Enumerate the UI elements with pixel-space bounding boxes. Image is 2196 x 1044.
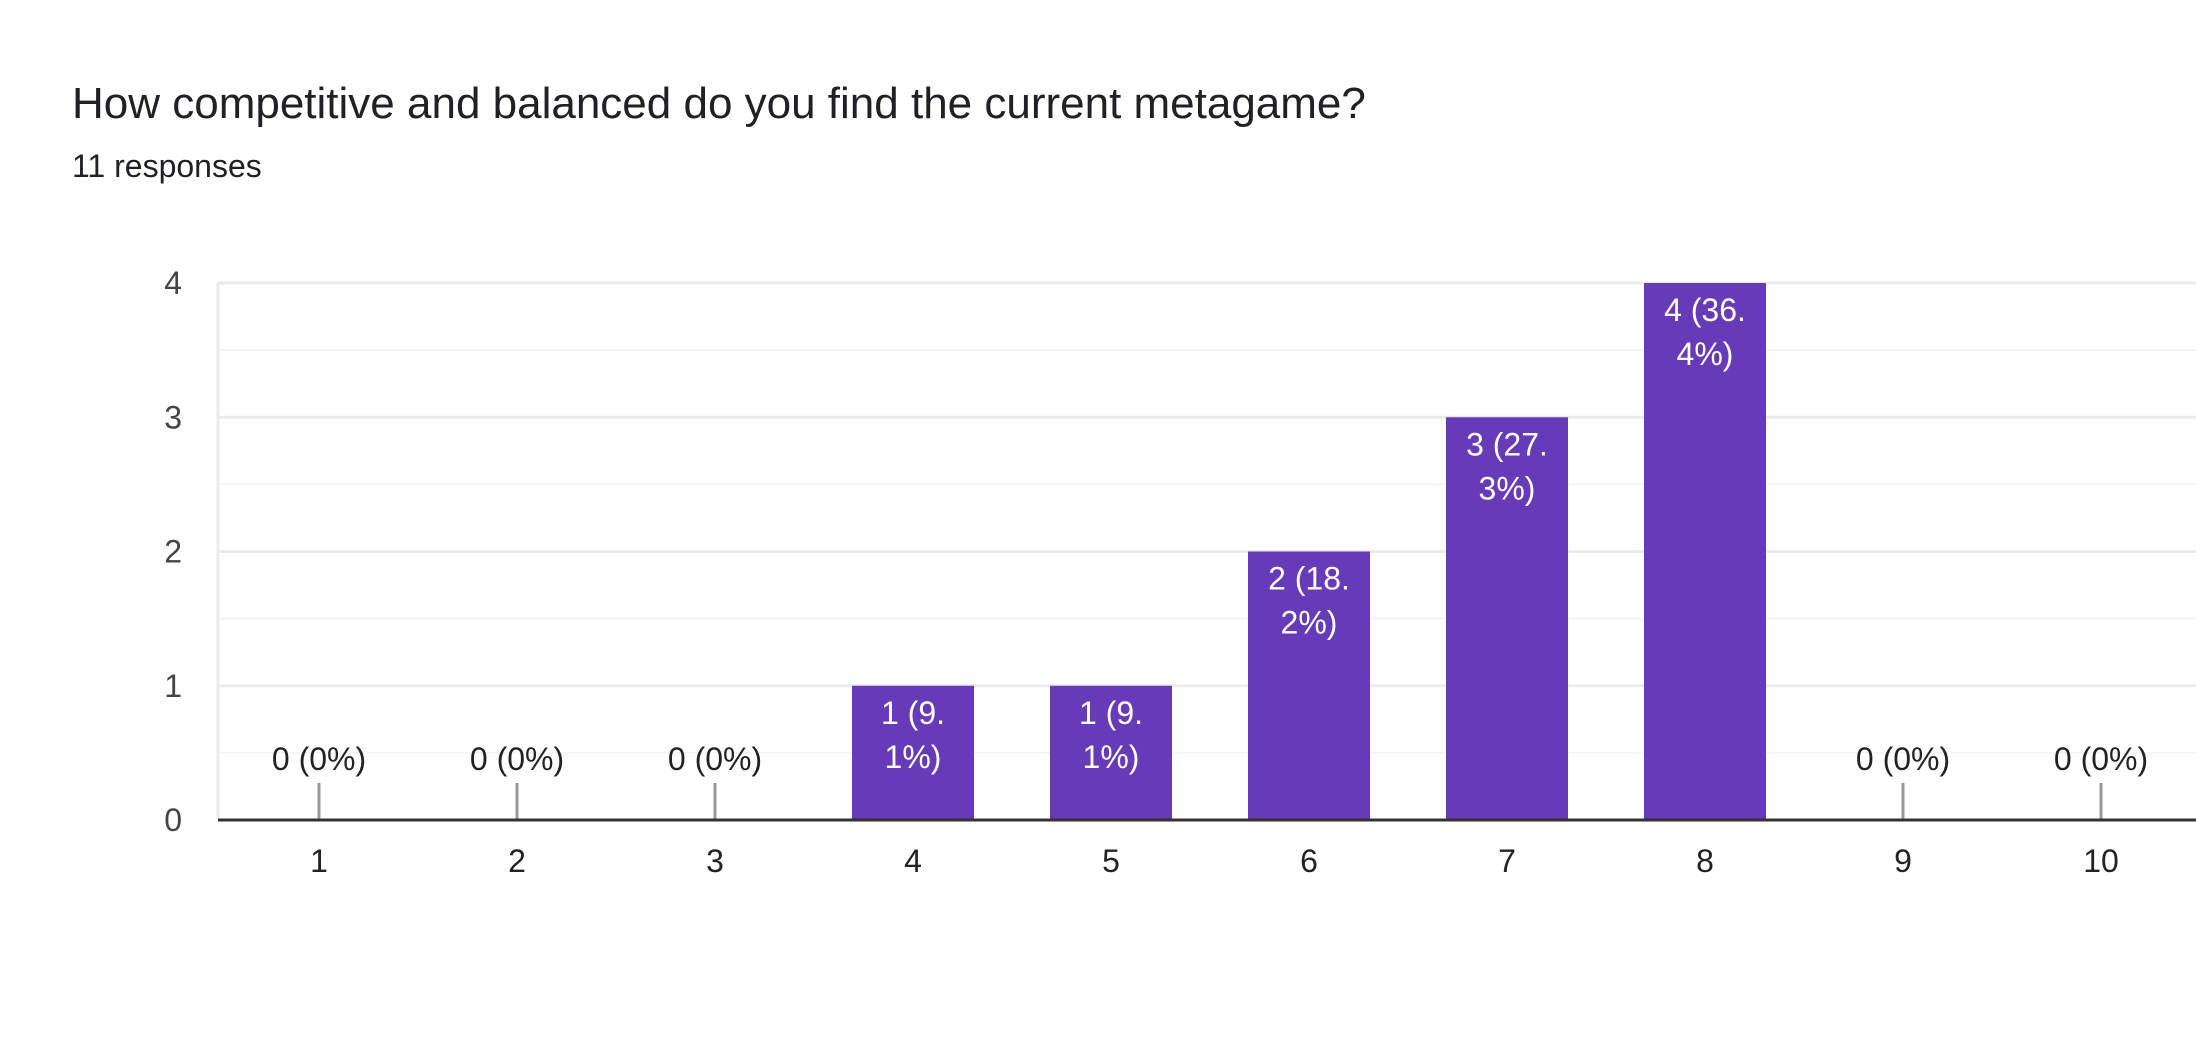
chart-title: How competitive and balanced do you find… <box>72 79 1366 128</box>
data-label: 0 (0%) <box>1856 741 1950 777</box>
bar <box>1050 685 1172 820</box>
x-tick-label: 8 <box>1696 843 1714 879</box>
data-label: 1 (9. <box>881 695 945 731</box>
data-label: 0 (0%) <box>272 741 366 777</box>
x-tick-label: 2 <box>508 843 526 879</box>
bar <box>1446 417 1568 820</box>
bar <box>1644 283 1766 820</box>
data-label: 1 (9. <box>1079 695 1143 731</box>
data-label: 1%) <box>885 739 942 775</box>
y-tick-label: 4 <box>164 265 182 301</box>
data-label: 0 (0%) <box>470 741 564 777</box>
data-label: 3 (27. <box>1466 426 1548 462</box>
x-tick-label: 1 <box>310 843 328 879</box>
data-label: 4 (36. <box>1664 292 1746 328</box>
x-tick-label: 6 <box>1300 843 1318 879</box>
y-tick-label: 1 <box>164 668 182 704</box>
x-tick-label: 7 <box>1498 843 1516 879</box>
x-tick-label: 4 <box>904 843 922 879</box>
x-tick-label: 10 <box>2083 843 2119 879</box>
y-tick-label: 2 <box>164 534 182 570</box>
bar <box>852 685 974 820</box>
data-label: 3%) <box>1479 470 1536 506</box>
x-tick-label: 3 <box>706 843 724 879</box>
bars: 0 (0%) 0 (0%) 0 (0%) 1 (9. 1%) 1 (9. 1%) 2 (18.… <box>272 283 2148 820</box>
x-tick-label: 9 <box>1894 843 1912 879</box>
gridlines <box>216 281 2196 820</box>
data-label: 4%) <box>1677 336 1734 372</box>
response-count: 11 responses <box>72 148 262 184</box>
y-tick-label: 3 <box>164 399 182 435</box>
data-label: 1%) <box>1083 739 1140 775</box>
x-axis-ticks: 1 2 3 4 5 6 7 8 9 10 <box>218 818 2196 879</box>
bar <box>1248 551 1370 820</box>
y-tick-label: 0 <box>164 802 182 838</box>
x-tick-label: 5 <box>1102 843 1120 879</box>
data-label: 0 (0%) <box>2054 741 2148 777</box>
data-label: 2%) <box>1281 605 1338 641</box>
data-label: 2 (18. <box>1268 561 1350 597</box>
data-label: 0 (0%) <box>668 741 762 777</box>
y-axis-ticks: 0 1 2 3 4 <box>164 265 182 838</box>
